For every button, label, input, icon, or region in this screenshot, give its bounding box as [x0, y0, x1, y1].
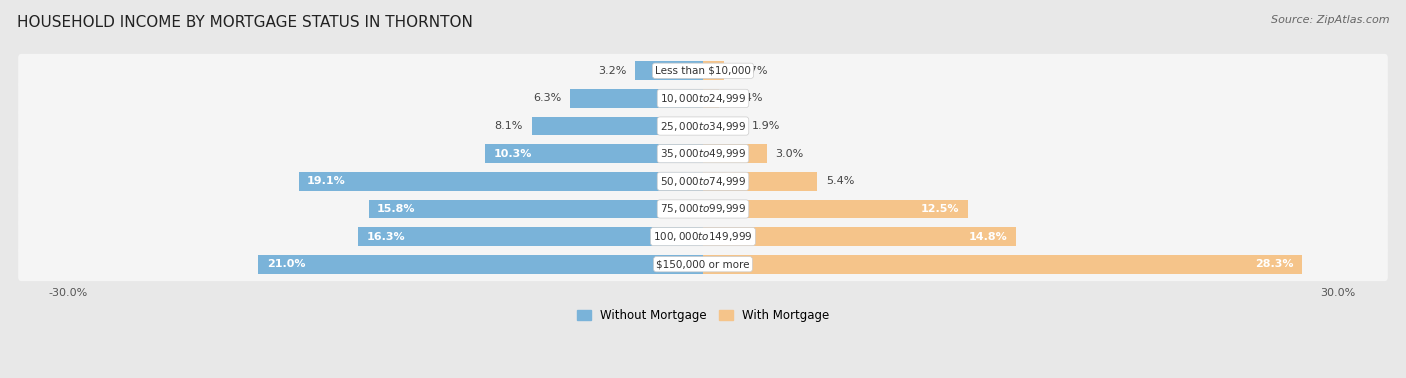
Bar [298, 172, 703, 191]
Bar [703, 61, 724, 80]
Bar [703, 227, 1017, 246]
Text: $150,000 or more: $150,000 or more [657, 259, 749, 269]
FancyBboxPatch shape [18, 109, 1388, 143]
FancyBboxPatch shape [18, 164, 1388, 198]
Text: 3.2%: 3.2% [599, 66, 627, 76]
Text: Source: ZipAtlas.com: Source: ZipAtlas.com [1271, 15, 1389, 25]
Text: 12.5%: 12.5% [921, 204, 959, 214]
FancyBboxPatch shape [18, 54, 1388, 88]
FancyBboxPatch shape [18, 220, 1388, 253]
Text: $75,000 to $99,999: $75,000 to $99,999 [659, 203, 747, 215]
Text: 16.3%: 16.3% [367, 232, 405, 242]
Text: $35,000 to $49,999: $35,000 to $49,999 [659, 147, 747, 160]
Bar [703, 255, 1302, 274]
Text: 21.0%: 21.0% [267, 259, 305, 269]
Text: $10,000 to $24,999: $10,000 to $24,999 [659, 92, 747, 105]
FancyBboxPatch shape [18, 247, 1388, 281]
Text: $50,000 to $74,999: $50,000 to $74,999 [659, 175, 747, 188]
Text: Less than $10,000: Less than $10,000 [655, 66, 751, 76]
Legend: Without Mortgage, With Mortgage: Without Mortgage, With Mortgage [572, 304, 834, 327]
Bar [703, 200, 967, 218]
Bar [703, 117, 744, 135]
Text: 6.3%: 6.3% [533, 93, 561, 104]
Bar [259, 255, 703, 274]
Bar [368, 200, 703, 218]
Text: 19.1%: 19.1% [307, 176, 346, 186]
Text: 15.8%: 15.8% [377, 204, 416, 214]
Bar [485, 144, 703, 163]
Bar [531, 117, 703, 135]
Text: HOUSEHOLD INCOME BY MORTGAGE STATUS IN THORNTON: HOUSEHOLD INCOME BY MORTGAGE STATUS IN T… [17, 15, 472, 30]
Bar [636, 61, 703, 80]
Bar [703, 144, 766, 163]
Text: $100,000 to $149,999: $100,000 to $149,999 [654, 230, 752, 243]
FancyBboxPatch shape [18, 192, 1388, 226]
Text: 14.8%: 14.8% [969, 232, 1008, 242]
Text: 8.1%: 8.1% [495, 121, 523, 131]
Text: 3.0%: 3.0% [775, 149, 803, 159]
Text: 0.74%: 0.74% [727, 93, 762, 104]
Text: 0.97%: 0.97% [733, 66, 768, 76]
Bar [359, 227, 703, 246]
Bar [703, 172, 817, 191]
Text: 28.3%: 28.3% [1256, 259, 1294, 269]
Text: 1.9%: 1.9% [752, 121, 780, 131]
FancyBboxPatch shape [18, 82, 1388, 115]
Bar [569, 89, 703, 108]
Text: 5.4%: 5.4% [825, 176, 855, 186]
FancyBboxPatch shape [18, 137, 1388, 170]
Text: $25,000 to $34,999: $25,000 to $34,999 [659, 119, 747, 133]
Text: 10.3%: 10.3% [494, 149, 531, 159]
Bar [703, 89, 718, 108]
